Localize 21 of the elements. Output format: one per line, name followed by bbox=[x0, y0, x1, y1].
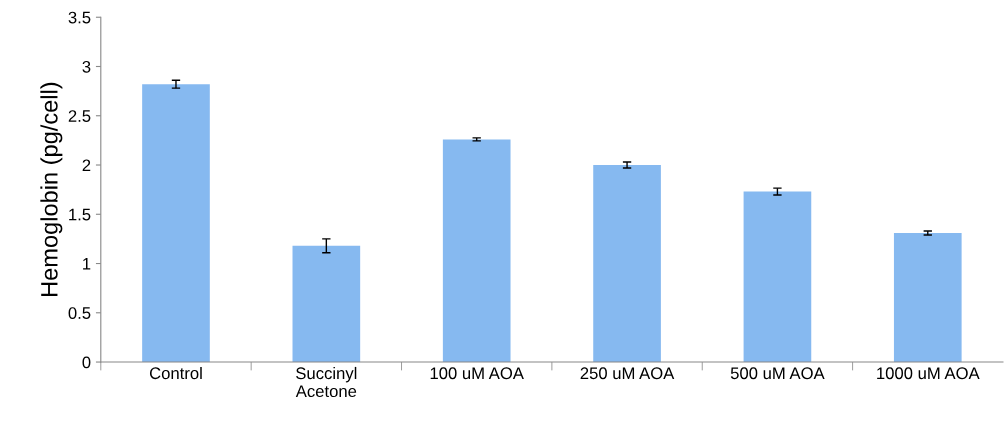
x-tick-label: 1000 uM AOA bbox=[877, 367, 980, 380]
x-tick-label: Succinyl Acetone bbox=[295, 366, 357, 398]
y-tick-label: 1 bbox=[83, 258, 91, 270]
bar bbox=[142, 84, 210, 363]
y-tick-label: 0.5 bbox=[68, 307, 91, 319]
y-tick-label: 3 bbox=[82, 60, 91, 73]
y-tick-label: 3.5 bbox=[68, 11, 91, 24]
y-tick-label: 1.5 bbox=[69, 208, 91, 221]
x-tick-label: 100 uM AOA bbox=[430, 367, 524, 380]
bar bbox=[743, 191, 812, 363]
bar bbox=[593, 165, 661, 363]
y-axis-title: Hemoglobin (pg/cell) bbox=[40, 82, 63, 296]
bar bbox=[292, 245, 361, 363]
y-tick-label: 0 bbox=[82, 356, 91, 369]
x-tick-label: 500 uM AOA bbox=[730, 367, 825, 380]
bar bbox=[442, 139, 511, 363]
x-tick-label: 250 uM AOA bbox=[580, 367, 675, 380]
bar bbox=[893, 232, 962, 363]
y-tick-label: 2 bbox=[82, 159, 91, 172]
x-tick-label: Control bbox=[149, 366, 202, 380]
y-tick-label: 2.5 bbox=[68, 110, 91, 122]
